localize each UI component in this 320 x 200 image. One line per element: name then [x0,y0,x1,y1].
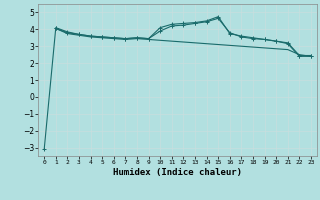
X-axis label: Humidex (Indice chaleur): Humidex (Indice chaleur) [113,168,242,177]
